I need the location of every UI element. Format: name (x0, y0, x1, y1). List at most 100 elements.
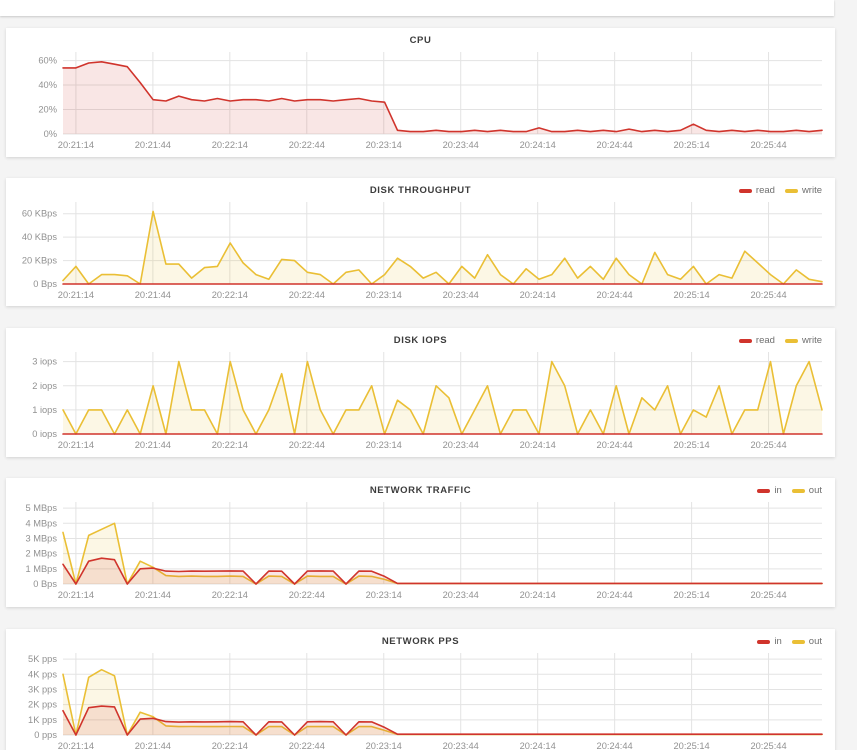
legend-write-dash-icon (784, 338, 798, 343)
y-axis-tick-label: 40 KBps (22, 232, 57, 242)
x-axis-tick-label: 20:23:44 (443, 140, 479, 150)
y-axis-tick-label: 0 pps (34, 730, 57, 740)
y-axis-tick-label: 60% (38, 56, 57, 66)
legend-item-write[interactable]: write (784, 185, 822, 196)
y-axis-tick-label: 5 MBps (25, 503, 57, 513)
y-axis-tick-label: 2K pps (28, 700, 57, 710)
legend-out-dash-icon (791, 488, 805, 493)
legend-in-dash-icon (757, 488, 771, 493)
cpu-usage-series-area (63, 61, 822, 134)
y-axis-tick-label: 60 KBps (22, 209, 57, 219)
disk-throughput-chart-svg: 0 Bps 20 KBps 40 KBps 60 KBps 20:21:14 20:21:… (22, 202, 823, 300)
x-axis-tick-label: 20:22:14 (212, 140, 248, 150)
x-axis-tick-label: 20:21:14 (58, 590, 94, 600)
x-axis-tick-label: 20:25:44 (750, 440, 786, 450)
y-axis-tick-label: 1 iops (32, 405, 57, 415)
network-traffic-panel: NETWORK TRAFFIC in out 0 Bps 1 MBps 2 MBps 3… (6, 478, 835, 607)
x-axis-tick-label: 20:23:14 (366, 590, 402, 600)
x-axis-tick-label: 20:22:14 (212, 590, 248, 600)
x-axis-tick-label: 20:24:44 (597, 440, 633, 450)
x-axis-tick-label: 20:23:44 (443, 741, 479, 750)
network-traffic-chart-canvas[interactable]: 0 Bps 1 MBps 2 MBps 3 MBps 4 MBps 5 MBps 20:21… (6, 498, 835, 602)
disk-iops-chart-svg: 0 iops 1 iops 2 iops 3 iops 20:21:14 20:21:44… (32, 352, 823, 450)
in-series-area (63, 706, 822, 735)
legend-out-label: out (808, 485, 822, 496)
cpu-panel: CPU 0% 20% 40% 60% 20:21:14 20:21:44 20:22:14 2… (6, 28, 835, 157)
x-axis-tick-label: 20:24:14 (520, 290, 556, 300)
x-axis-tick-label: 20:23:14 (366, 440, 402, 450)
out-series-area (63, 523, 822, 584)
y-axis-tick-label: 0 iops (32, 429, 57, 439)
y-axis-tick-label: 2 iops (32, 381, 57, 391)
disk-throughput-chart-legend: read write (738, 185, 822, 196)
y-axis-tick-label: 4K pps (28, 669, 57, 679)
legend-item-in[interactable]: in (757, 636, 782, 647)
disk-iops-chart-canvas[interactable]: 0 iops 1 iops 2 iops 3 iops 20:21:14 20:21:44… (6, 348, 835, 452)
legend-write-dash-icon (784, 188, 798, 193)
write-series-area (63, 361, 822, 434)
x-axis-tick-label: 20:24:44 (597, 590, 633, 600)
y-axis-tick-label: 1K pps (28, 715, 57, 725)
legend-out-label: out (808, 636, 822, 647)
x-axis-tick-label: 20:24:14 (520, 140, 556, 150)
y-axis-tick-label: 20% (38, 105, 57, 115)
legend-item-out[interactable]: out (791, 636, 822, 647)
x-axis-tick-label: 20:25:14 (674, 140, 710, 150)
in-series-area (63, 558, 822, 584)
legend-item-in[interactable]: in (757, 485, 782, 496)
cpu-chart-canvas[interactable]: 0% 20% 40% 60% 20:21:14 20:21:44 20:22:14 20:22… (6, 48, 835, 152)
y-axis-tick-label: 0 Bps (33, 279, 57, 289)
x-axis-tick-label: 20:21:44 (135, 140, 171, 150)
write-series-line (62, 360, 823, 435)
legend-item-out[interactable]: out (791, 485, 822, 496)
x-axis-tick-label: 20:22:14 (212, 290, 248, 300)
legend-in-label: in (774, 636, 782, 647)
x-axis-tick-label: 20:25:14 (674, 440, 710, 450)
x-axis-tick-label: 20:24:44 (597, 741, 633, 750)
network-pps-chart-legend: in out (757, 636, 822, 647)
y-axis-tick-label: 3K pps (28, 684, 57, 694)
legend-item-read[interactable]: read (738, 185, 775, 196)
legend-in-label: in (774, 485, 782, 496)
network-pps-chart-canvas[interactable]: 0 pps 1K pps 2K pps 3K pps 4K pps 5K pps 20:21… (6, 649, 835, 750)
x-axis-tick-label: 20:25:14 (674, 590, 710, 600)
network-pps-chart-svg: 0 pps 1K pps 2K pps 3K pps 4K pps 5K pps 20:21… (28, 653, 823, 750)
x-axis-tick-label: 20:23:14 (366, 140, 402, 150)
x-axis-tick-label: 20:24:44 (597, 290, 633, 300)
x-axis-tick-label: 20:24:14 (520, 590, 556, 600)
x-axis-tick-label: 20:25:44 (750, 140, 786, 150)
x-axis-tick-label: 20:21:14 (58, 290, 94, 300)
x-axis-tick-label: 20:25:44 (750, 741, 786, 750)
x-axis-tick-label: 20:25:44 (750, 290, 786, 300)
disk-throughput-chart-canvas[interactable]: 0 Bps 20 KBps 40 KBps 60 KBps 20:21:14 20:21:… (6, 198, 835, 302)
legend-in-dash-icon (757, 639, 771, 644)
x-axis-tick-label: 20:25:44 (750, 590, 786, 600)
x-axis-tick-label: 20:24:14 (520, 440, 556, 450)
y-axis-tick-label: 4 MBps (25, 518, 57, 528)
cpu-usage-series-line (62, 61, 823, 133)
x-axis-tick-label: 20:21:14 (58, 440, 94, 450)
x-axis-tick-label: 20:22:44 (289, 590, 325, 600)
network-pps-chart-title: NETWORK PPS (381, 636, 460, 647)
write-series-line (62, 210, 823, 285)
top-toolbar (0, 0, 834, 16)
legend-read-dash-icon (738, 188, 752, 193)
legend-write-label: write (801, 185, 822, 196)
x-axis-tick-label: 20:22:14 (212, 440, 248, 450)
out-series-area (63, 669, 822, 735)
cpu-chart-title: CPU (409, 35, 432, 46)
x-axis-tick-label: 20:25:14 (674, 741, 710, 750)
legend-read-label: read (755, 335, 775, 346)
y-axis-tick-label: 40% (38, 80, 57, 90)
legend-item-read[interactable]: read (738, 335, 775, 346)
x-axis-tick-label: 20:21:14 (58, 140, 94, 150)
disk-iops-panel: DISK IOPS read write 0 iops 1 iops 2 iops 3 … (6, 328, 835, 457)
x-axis-tick-label: 20:25:14 (674, 290, 710, 300)
legend-item-write[interactable]: write (784, 335, 822, 346)
network-pps-panel: NETWORK PPS in out 0 pps 1K pps 2K pps 3K pp… (6, 629, 835, 750)
y-axis-tick-label: 5K pps (28, 654, 57, 664)
disk-iops-chart-title: DISK IOPS (393, 335, 448, 346)
x-axis-tick-label: 20:24:14 (520, 741, 556, 750)
disk-iops-chart-legend: read write (738, 335, 822, 346)
write-series-area (63, 211, 822, 284)
